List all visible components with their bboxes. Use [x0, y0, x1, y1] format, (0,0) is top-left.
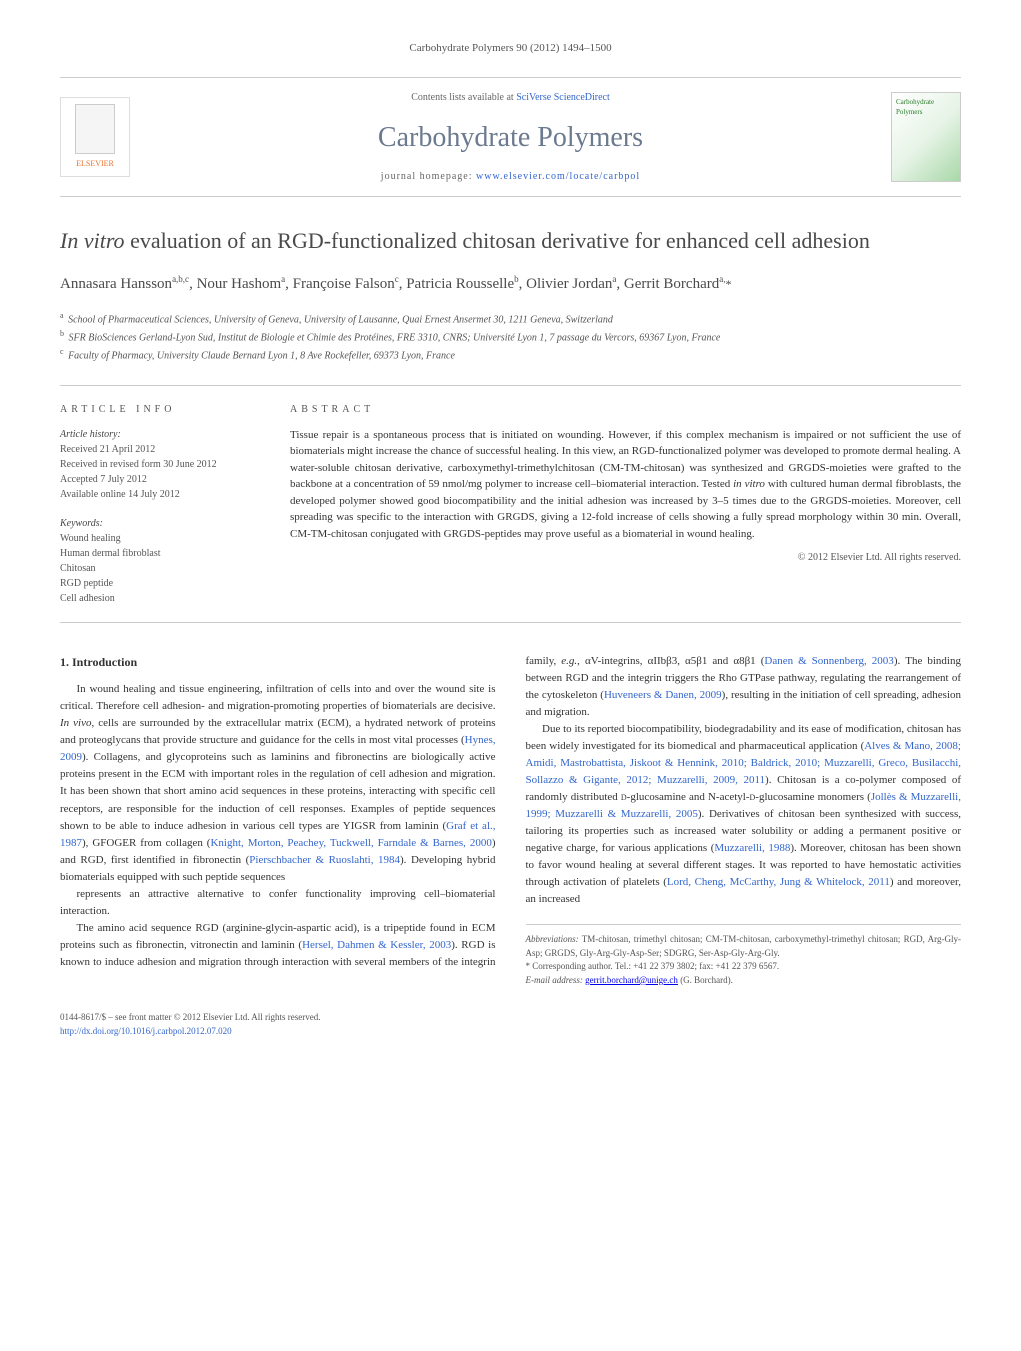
citation-link[interactable]: Pierschbacher & Ruoslahti, 1984: [249, 854, 400, 866]
abbrev-text: TM-chitosan, trimethyl chitosan; CM-TM-c…: [526, 934, 962, 958]
keyword-item: Chitosan: [60, 561, 260, 576]
corr-text: Tel.: +41 22 379 3802; fax: +41 22 379 6…: [615, 961, 779, 971]
footer-meta: 0144-8617/$ – see front matter © 2012 El…: [60, 1011, 961, 1038]
abstract-heading: abstract: [290, 402, 961, 417]
citation-link[interactable]: Huveneers & Danen, 2009: [604, 689, 722, 701]
affiliation-line: c Faculty of Pharmacy, University Claude…: [60, 346, 961, 364]
keyword-item: Human dermal fibroblast: [60, 546, 260, 561]
contents-prefix: Contents lists available at: [411, 92, 516, 103]
citation-link[interactable]: Jollès & Muzzarelli, 1999; Muzzarelli & …: [526, 791, 961, 820]
masthead-center: Contents lists available at SciVerse Sci…: [130, 90, 891, 184]
citation-link[interactable]: Danen & Sonnenberg, 2003: [764, 655, 893, 667]
history-label: Article history:: [60, 427, 260, 442]
citation-link[interactable]: Hynes, 2009: [60, 734, 496, 763]
info-abstract-row: article info Article history: Received 2…: [60, 385, 961, 623]
article-info-heading: article info: [60, 402, 260, 417]
history-item: Received in revised form 30 June 2012: [60, 457, 260, 472]
authors-line: Annasara Hanssona,b,c, Nour Hashoma, Fra…: [60, 273, 961, 296]
issn-copyright-line: 0144-8617/$ – see front matter © 2012 El…: [60, 1011, 961, 1025]
body-paragraph: In wound healing and tissue engineering,…: [60, 681, 496, 886]
cover-label: Carbohydrate Polymers: [896, 98, 934, 117]
abstract-block: abstract Tissue repair is a spontaneous …: [290, 402, 961, 606]
citation-link[interactable]: Lord, Cheng, McCarthy, Jung & Whitelock,…: [667, 876, 890, 888]
email-label: E-mail address:: [526, 975, 586, 985]
abbrev-label: Abbreviations:: [526, 934, 579, 944]
abstract-text: Tissue repair is a spontaneous process t…: [290, 427, 961, 543]
history-item: Received 21 April 2012: [60, 442, 260, 457]
affiliation-line: b SFR BioSciences Gerland-Lyon Sud, Inst…: [60, 328, 961, 346]
citation-link[interactable]: Knight, Morton, Peachey, Tuckwell, Farnd…: [210, 837, 491, 849]
keywords-block: Keywords: Wound healingHuman dermal fibr…: [60, 516, 260, 606]
abbreviations-footnote: Abbreviations: TM-chitosan, trimethyl ch…: [526, 933, 962, 960]
email-suffix: (G. Borchard).: [678, 975, 733, 985]
affiliation-line: a School of Pharmaceutical Sciences, Uni…: [60, 310, 961, 328]
publisher-logo: ELSEVIER: [60, 97, 130, 177]
title-italic-part: In vitro: [60, 228, 125, 253]
keyword-item: Wound healing: [60, 531, 260, 546]
article-history: Article history: Received 21 April 2012R…: [60, 427, 260, 502]
masthead: ELSEVIER Contents lists available at Sci…: [60, 77, 961, 197]
article-title: In vitro evaluation of an RGD-functional…: [60, 227, 961, 256]
journal-name: Carbohydrate Polymers: [130, 117, 891, 159]
history-item: Accepted 7 July 2012: [60, 472, 260, 487]
journal-cover-thumbnail: Carbohydrate Polymers: [891, 92, 961, 182]
keyword-item: Cell adhesion: [60, 591, 260, 606]
publisher-name: ELSEVIER: [76, 158, 114, 170]
affiliations-block: a School of Pharmaceutical Sciences, Uni…: [60, 310, 961, 365]
corresponding-email-link[interactable]: gerrit.borchard@unige.ch: [585, 975, 678, 985]
citation-link[interactable]: Alves & Mano, 2008; Amidi, Mastrobattist…: [526, 740, 962, 786]
body-paragraph: represents an attractive alternative to …: [60, 886, 496, 920]
citation-link[interactable]: Muzzarelli, 1988: [714, 842, 790, 854]
keyword-item: RGD peptide: [60, 576, 260, 591]
corresponding-author-footnote: * Corresponding author. Tel.: +41 22 379…: [526, 960, 962, 974]
history-item: Available online 14 July 2012: [60, 487, 260, 502]
journal-homepage-line: journal homepage: www.elsevier.com/locat…: [130, 169, 891, 184]
body-text-columns: 1. Introduction In wound healing and tis…: [60, 653, 961, 988]
contents-available-line: Contents lists available at SciVerse Sci…: [130, 90, 891, 105]
section-heading-introduction: 1. Introduction: [60, 653, 496, 672]
doi-link[interactable]: http://dx.doi.org/10.1016/j.carbpol.2012…: [60, 1026, 232, 1036]
body-paragraph: Due to its reported biocompatibility, bi…: [526, 721, 962, 909]
abstract-copyright: © 2012 Elsevier Ltd. All rights reserved…: [290, 550, 961, 565]
sciencedirect-link[interactable]: SciVerse ScienceDirect: [516, 92, 610, 103]
elsevier-tree-icon: [75, 104, 115, 154]
running-header: Carbohydrate Polymers 90 (2012) 1494–150…: [60, 40, 961, 57]
homepage-prefix: journal homepage:: [381, 171, 476, 182]
citation-link[interactable]: Hersel, Dahmen & Kessler, 2003: [302, 939, 451, 951]
journal-homepage-link[interactable]: www.elsevier.com/locate/carbpol: [476, 171, 640, 182]
keywords-label: Keywords:: [60, 516, 260, 531]
article-info-block: article info Article history: Received 2…: [60, 402, 260, 606]
corr-label: * Corresponding author.: [526, 961, 615, 971]
email-footnote: E-mail address: gerrit.borchard@unige.ch…: [526, 974, 962, 988]
footnotes-block: Abbreviations: TM-chitosan, trimethyl ch…: [526, 924, 962, 987]
title-rest: evaluation of an RGD-functionalized chit…: [125, 228, 870, 253]
